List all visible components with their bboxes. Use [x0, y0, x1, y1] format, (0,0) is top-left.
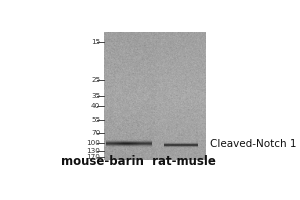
Text: mouse-barin  rat-musle: mouse-barin rat-musle [61, 155, 216, 168]
Text: 40: 40 [91, 103, 100, 109]
Text: 130: 130 [86, 148, 100, 154]
Text: 170: 170 [86, 154, 100, 160]
Text: 15: 15 [91, 39, 100, 45]
Text: 100: 100 [86, 140, 100, 146]
Text: 35: 35 [91, 93, 100, 99]
Text: 55: 55 [91, 117, 100, 123]
Text: Cleaved-Notch 1 (V1754): Cleaved-Notch 1 (V1754) [210, 138, 300, 148]
Text: 25: 25 [91, 77, 100, 83]
Text: 70: 70 [91, 130, 100, 136]
